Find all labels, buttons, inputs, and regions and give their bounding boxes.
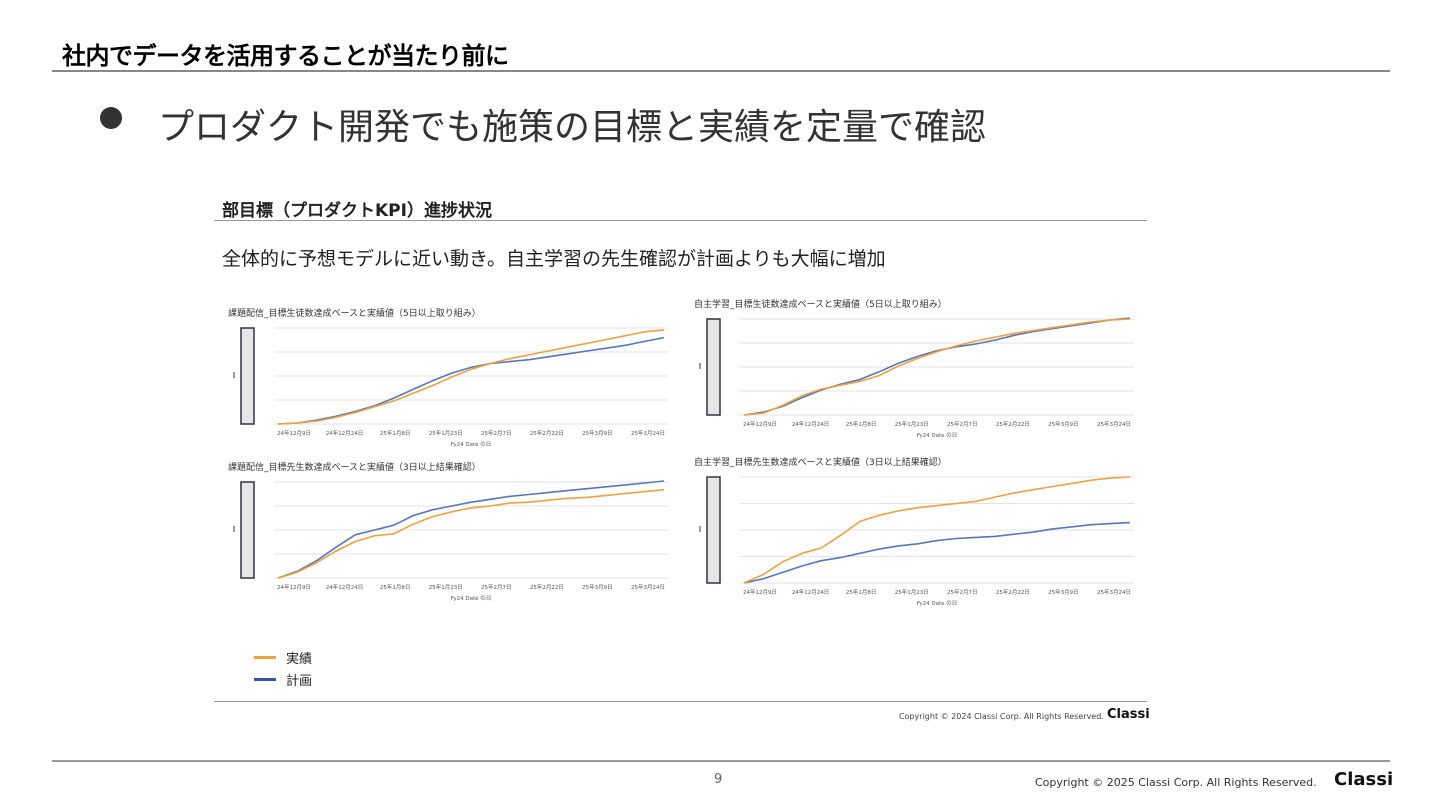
x-tick-label: 25年3月24日: [631, 429, 665, 437]
x-tick-label: 25年3月24日: [1097, 420, 1131, 428]
series-plan-line: [277, 480, 665, 579]
x-tick-label: 25年1月23日: [429, 429, 463, 437]
x-tick-label: 25年3月9日: [582, 429, 613, 437]
chart-title: 自主学習_目標先生数達成ペースと実績値（3日以上結果確認）: [694, 458, 947, 468]
x-tick-label: 25年1月8日: [380, 429, 411, 437]
chart-svg: 24年12月9日 24年12月24日 25年1月8日 25年1月23日 25年2月7日 2…: [233, 327, 668, 448]
footer-logo: Classi: [1334, 769, 1393, 790]
page-number: 9: [714, 772, 723, 787]
x-axis-label: Fy24 Date の日: [917, 600, 958, 607]
legend-actual-swatch: [254, 656, 276, 659]
x-tick-label: 24年12月24日: [792, 588, 830, 596]
chart-svg: 24年12月9日 24年12月24日 25年1月8日 25年1月23日 25年2月7日 2…: [699, 476, 1134, 607]
x-tick-label: 25年2月22日: [996, 420, 1030, 428]
series-actual-line: [743, 476, 1131, 584]
series-plan-line: [743, 317, 1131, 416]
series-plan-line: [277, 336, 665, 425]
redacted-y-axis: [706, 318, 721, 416]
footer-copyright: Copyright © 2025 Classi Corp. All Rights…: [1035, 776, 1317, 789]
x-tick-label: 25年1月8日: [846, 420, 877, 428]
x-tick-label: 25年2月7日: [947, 420, 978, 428]
x-axis-label: Fy24 Date の日: [451, 595, 492, 602]
embedded-footer-divider: [214, 701, 1147, 702]
x-tick-label: 25年1月8日: [846, 588, 877, 596]
x-tick-label: 25年3月9日: [582, 583, 613, 591]
legend-plan-swatch: [254, 678, 276, 681]
embedded-logo: Classi: [1107, 707, 1150, 722]
x-tick-label: 24年12月24日: [792, 420, 830, 428]
x-tick-label: 24年12月9日: [277, 429, 311, 437]
x-tick-label: 25年2月7日: [947, 588, 978, 596]
x-tick-label: 24年12月24日: [326, 429, 364, 437]
title-divider: [52, 70, 1390, 72]
series-plan-line: [743, 521, 1131, 584]
chart-student-assignment: 課題配信_目標生徒数達成ペースと実績値（5日以上取り組み） 24年12月9日 24年…: [228, 306, 678, 456]
legend-actual: 実績: [254, 648, 312, 667]
x-tick-label: 25年1月23日: [895, 420, 929, 428]
embedded-copyright: Copyright © 2024 Classi Corp. All Rights…: [899, 712, 1104, 721]
chart-teacher-selfstudy: 自主学習_目標先生数達成ペースと実績値（3日以上結果確認） 24年12月9日 24年…: [694, 455, 1144, 615]
x-tick-label: 24年12月9日: [277, 583, 311, 591]
chart-teacher-assignment: 課題配信_目標先生数達成ペースと実績値（3日以上結果確認） 24年12月9日 24年…: [228, 460, 678, 610]
footer-divider: [52, 760, 1390, 762]
legend-plan: 計画: [254, 670, 312, 689]
embedded-logo-text: Classi: [1107, 707, 1150, 722]
bullet-icon: [100, 107, 122, 129]
chart-title: 自主学習_目標生徒数達成ペースと実績値（5日以上取り組み）: [694, 300, 947, 310]
chart-svg: 24年12月9日 24年12月24日 25年1月8日 25年1月23日 25年2月7日 2…: [233, 480, 668, 602]
x-tick-label: 24年12月9日: [743, 588, 777, 596]
bullet-text: プロダクト開発でも施策の目標と実績を定量で確認: [158, 107, 987, 148]
x-tick-label: 25年1月23日: [429, 583, 463, 591]
x-tick-label: 25年3月9日: [1048, 588, 1079, 596]
x-tick-label: 25年3月24日: [1097, 588, 1131, 596]
chart-title: 課題配信_目標生徒数達成ペースと実績値（5日以上取り組み）: [228, 309, 481, 319]
chart-svg: 24年12月9日 24年12月24日 25年1月8日 25年1月23日 25年2月7日 2…: [699, 317, 1134, 439]
x-tick-label: 25年1月23日: [895, 588, 929, 596]
x-tick-label: 25年2月22日: [530, 429, 564, 437]
series-actual-line: [277, 488, 665, 579]
x-tick-label: 24年12月24日: [326, 583, 364, 591]
redacted-y-axis: [706, 476, 721, 584]
legend-plan-label: 計画: [286, 674, 313, 689]
footer-logo-text: Classi: [1334, 769, 1394, 790]
x-axis-label: Fy24 Date の日: [917, 432, 958, 439]
x-tick-label: 25年2月22日: [996, 588, 1030, 596]
summary-text: 全体的に予想モデルに近い動き。自主学習の先生確認が計画よりも大幅に増加: [222, 248, 886, 270]
redacted-y-axis: [240, 481, 255, 579]
legend-actual-label: 実績: [286, 652, 313, 667]
x-tick-label: 25年2月22日: [530, 583, 564, 591]
series-actual-line: [743, 318, 1131, 416]
x-tick-label: 25年3月24日: [631, 583, 665, 591]
x-tick-label: 25年2月7日: [481, 429, 512, 437]
x-tick-label: 25年1月8日: [380, 583, 411, 591]
slide-title: 社内でデータを活用することが当たり前に: [62, 42, 509, 70]
x-tick-label: 25年2月7日: [481, 583, 512, 591]
section-title: 部目標（プロダクトKPI）進捗状況: [222, 201, 492, 221]
x-tick-label: 25年3月9日: [1048, 420, 1079, 428]
redacted-y-axis: [240, 327, 255, 425]
series-actual-line: [277, 329, 665, 425]
chart-student-selfstudy: 自主学習_目標生徒数達成ペースと実績値（5日以上取り組み） 24年12月9日 24年…: [694, 297, 1144, 447]
x-axis-label: Fy24 Date の日: [451, 441, 492, 448]
section-divider: [214, 220, 1147, 221]
chart-title: 課題配信_目標先生数達成ペースと実績値（3日以上結果確認）: [228, 463, 481, 473]
x-tick-label: 24年12月9日: [743, 420, 777, 428]
